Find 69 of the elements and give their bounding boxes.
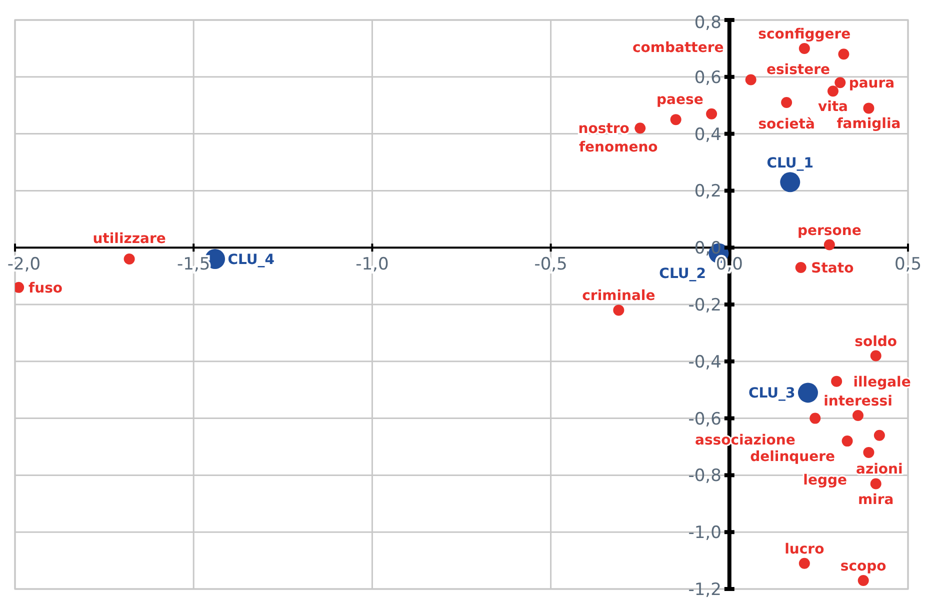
- point: [798, 42, 810, 54]
- point: [831, 376, 842, 387]
- x-tick-label: -2,0: [7, 254, 41, 275]
- point: [810, 412, 821, 424]
- y-tick-label: -0,2: [688, 296, 722, 316]
- point: [795, 262, 806, 274]
- x-tick-label: -1,5: [177, 254, 210, 275]
- point: [613, 304, 624, 316]
- annotation: lucro: [784, 541, 825, 558]
- point: [781, 97, 792, 108]
- annotation: interessi: [824, 393, 892, 410]
- annotation: persone: [797, 222, 862, 239]
- annotation: CLU_4: [228, 252, 275, 268]
- point: [827, 86, 838, 97]
- annotation: famiglia: [836, 116, 901, 132]
- annotation: paese: [656, 92, 704, 108]
- x-tick-label: -0,5: [534, 254, 568, 275]
- y-tick-label: 0,8: [694, 13, 722, 33]
- annotation: vita: [818, 99, 848, 116]
- y-tick-label: -0,8: [688, 466, 722, 486]
- y-tick-label: -0,6: [688, 409, 722, 430]
- y-tick-label: 0,6: [694, 68, 722, 88]
- point: [838, 48, 850, 60]
- annotation: illegale: [853, 374, 911, 390]
- y-tick-label: -1,0: [688, 523, 722, 544]
- point: [124, 253, 135, 264]
- annotation: delinquere: [750, 449, 836, 466]
- point: [798, 558, 810, 569]
- annotation: combattere: [632, 40, 724, 56]
- point: [858, 574, 869, 586]
- y-tick-label: 0,2: [694, 182, 722, 202]
- point: [670, 114, 682, 126]
- point: [745, 74, 756, 86]
- point: [863, 446, 874, 458]
- annotation: nostro: [578, 121, 630, 138]
- annotation: mira: [858, 492, 894, 508]
- annotation: CLU_2: [659, 266, 706, 282]
- point: [874, 430, 885, 441]
- annotation: paura: [848, 76, 895, 92]
- point: [842, 436, 853, 447]
- annotation: società: [758, 116, 815, 133]
- y-tick-label: 0,4: [694, 124, 722, 145]
- point: [780, 172, 800, 192]
- annotation: azioni: [856, 461, 903, 478]
- point: [824, 239, 835, 250]
- annotation: CLU_3: [748, 386, 796, 402]
- point: [870, 478, 882, 490]
- point: [706, 108, 718, 120]
- point: [863, 102, 874, 114]
- annotation: criminale: [582, 288, 656, 304]
- x-tick-label: -1,0: [356, 254, 389, 275]
- point: [798, 382, 818, 403]
- annotation: fenomeno: [578, 140, 658, 156]
- annotation: CLU_1: [766, 156, 814, 172]
- annotation: fuso: [28, 280, 63, 296]
- point: [834, 77, 846, 88]
- annotation: utilizzare: [92, 231, 166, 248]
- annotation: legge: [803, 472, 848, 488]
- y-tick-label: -0,4: [688, 352, 722, 372]
- annotation: scopo: [840, 558, 887, 575]
- annotation: Stato: [811, 260, 854, 277]
- y-tick-label: -1,2: [688, 580, 722, 599]
- point: [870, 350, 882, 362]
- annotation: sconfiggere: [758, 26, 851, 42]
- x-tick-label: 0,5: [894, 254, 922, 275]
- point: [852, 410, 864, 421]
- annotation: esistere: [766, 62, 830, 78]
- point: [634, 122, 646, 134]
- annotation: soldo: [854, 334, 898, 350]
